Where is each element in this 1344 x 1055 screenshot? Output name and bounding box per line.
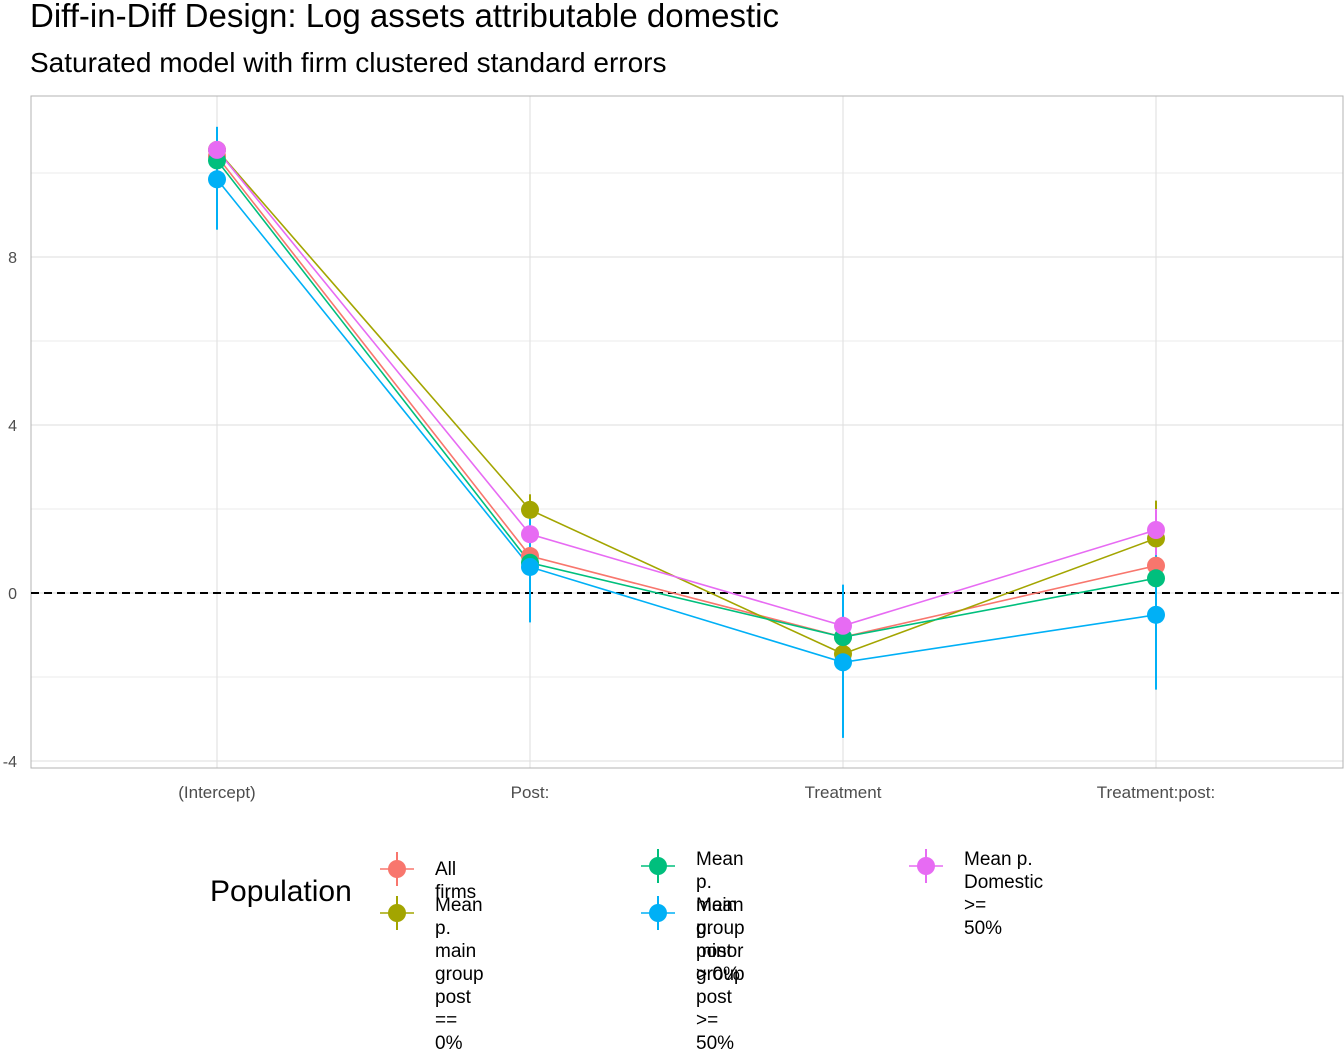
y-tick-label: 0	[8, 586, 17, 603]
chart-title: Diff-in-Diff Design: Log assets attribut…	[30, 0, 779, 34]
x-tick-label: Treatment:post:	[1097, 783, 1215, 802]
series-1-line	[216, 149, 1157, 655]
series-points	[208, 140, 1165, 672]
series-0-line	[216, 155, 1157, 638]
panel-border	[30, 95, 1344, 769]
x-tick-label: (Intercept)	[178, 783, 255, 802]
series-4-point	[834, 616, 852, 635]
error-bars	[216, 126, 1157, 738]
legend-item-label: All firms	[435, 859, 477, 903]
chart-plot: -4 0 4 8 (Intercept) Post: Treatment Treatment:…	[3, 95, 1344, 802]
axis-labels: -4 0 4 8 (Intercept) Post: Treatment Treatment:…	[3, 250, 1215, 802]
x-tick-label: Treatment	[805, 783, 882, 802]
legend-key-icon	[380, 896, 414, 930]
legend-key-icon	[909, 849, 943, 883]
series-4-line	[216, 149, 1157, 627]
legend-item-label: Mean p. Domestic >= 50%	[964, 849, 1044, 939]
series-4-point	[521, 525, 539, 544]
series-4-point	[1147, 521, 1165, 539]
y-tick-label: 4	[8, 418, 17, 435]
series-3-point	[208, 170, 226, 189]
legend-key-icon	[641, 849, 675, 883]
series-3-line	[216, 178, 1157, 664]
series-lines	[216, 149, 1157, 664]
series-1-point	[521, 500, 539, 519]
series-0-point	[1147, 556, 1165, 575]
legend-key-icon	[641, 896, 675, 930]
series-4-point	[208, 140, 226, 159]
series-3-point	[834, 653, 852, 672]
chart-subtitle: Saturated model with firm clustered stan…	[30, 47, 667, 78]
y-tick-label: 8	[8, 250, 17, 267]
x-tick-label: Post:	[511, 783, 550, 802]
series-3-point	[1147, 605, 1165, 624]
series-2-line	[216, 159, 1157, 638]
legend-item-label: Mean p. main group post == 0%	[435, 895, 484, 1054]
series-2-point	[1147, 569, 1165, 588]
series-3-point	[521, 557, 539, 576]
grid-layer	[30, 95, 1344, 769]
legend-item-label: Mean p. minor group post >= 50%	[696, 895, 745, 1054]
legend-title: Population	[210, 875, 352, 908]
y-tick-label: -4	[3, 754, 17, 771]
legend-key-icon	[380, 852, 414, 886]
